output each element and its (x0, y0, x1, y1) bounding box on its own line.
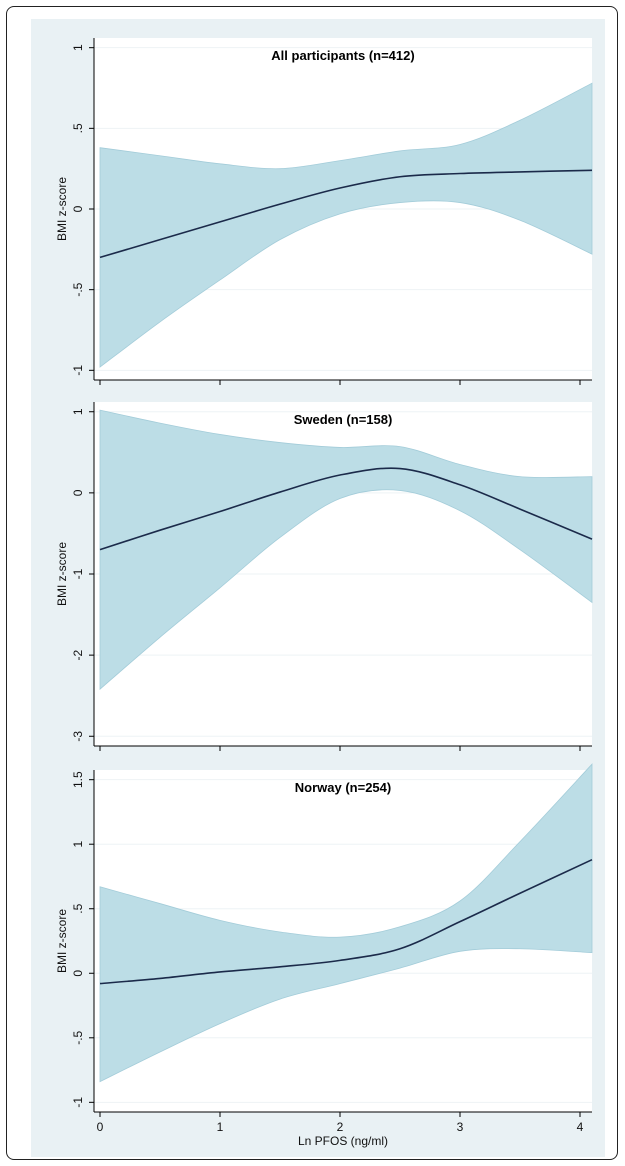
y-tick-label: 0 (71, 205, 85, 212)
y-axis-title: BMI z-score (55, 909, 69, 973)
x-tick-label: 2 (337, 1120, 344, 1134)
y-tick-label: .5 (71, 903, 85, 913)
estimate-line (99, 467, 593, 551)
panel-title: All participants (n=412) (271, 48, 414, 63)
y-tick-label: 1 (71, 841, 85, 848)
confidence-band (99, 763, 593, 1083)
confidence-band (99, 409, 593, 691)
y-tick-label: 1 (71, 408, 85, 415)
y-tick-label: -.5 (71, 282, 85, 296)
y-tick-label: -.5 (71, 1030, 85, 1044)
y-tick-label: -1 (71, 568, 85, 579)
panel-title: Sweden (n=158) (294, 412, 393, 427)
panel-title: Norway (n=254) (295, 780, 391, 795)
panel-2: 1 0 -1 -2 -3 BMI z-score Sweden (n=158) (55, 402, 593, 751)
y-tick-label: 0 (71, 970, 85, 977)
y-tick-label: .5 (71, 123, 85, 133)
x-tick-label: 0 (97, 1120, 104, 1134)
y-tick-label: 1 (71, 44, 85, 51)
x-tick-label: 3 (457, 1120, 464, 1134)
estimate-line (99, 858, 593, 985)
y-tick-label: 1.5 (71, 771, 85, 788)
y-axis-title: BMI z-score (55, 542, 69, 606)
estimate-line (99, 169, 593, 259)
panel-1: 1 .5 0 -.5 -1 BMI z-score All participants (n=… (55, 38, 593, 385)
y-axis-title: BMI z-score (55, 177, 69, 241)
y-tick-label: 0 (71, 489, 85, 496)
x-tick-label: 1 (217, 1120, 224, 1134)
y-tick-label: -1 (71, 365, 85, 376)
y-tick-label: -3 (71, 731, 85, 742)
x-axis-title: Ln PFOS (ng/ml) (298, 1134, 388, 1148)
y-tick-label: -1 (71, 1097, 85, 1108)
y-tick-label: -2 (71, 649, 85, 660)
x-tick-label: 4 (577, 1120, 584, 1134)
confidence-band (99, 82, 593, 368)
